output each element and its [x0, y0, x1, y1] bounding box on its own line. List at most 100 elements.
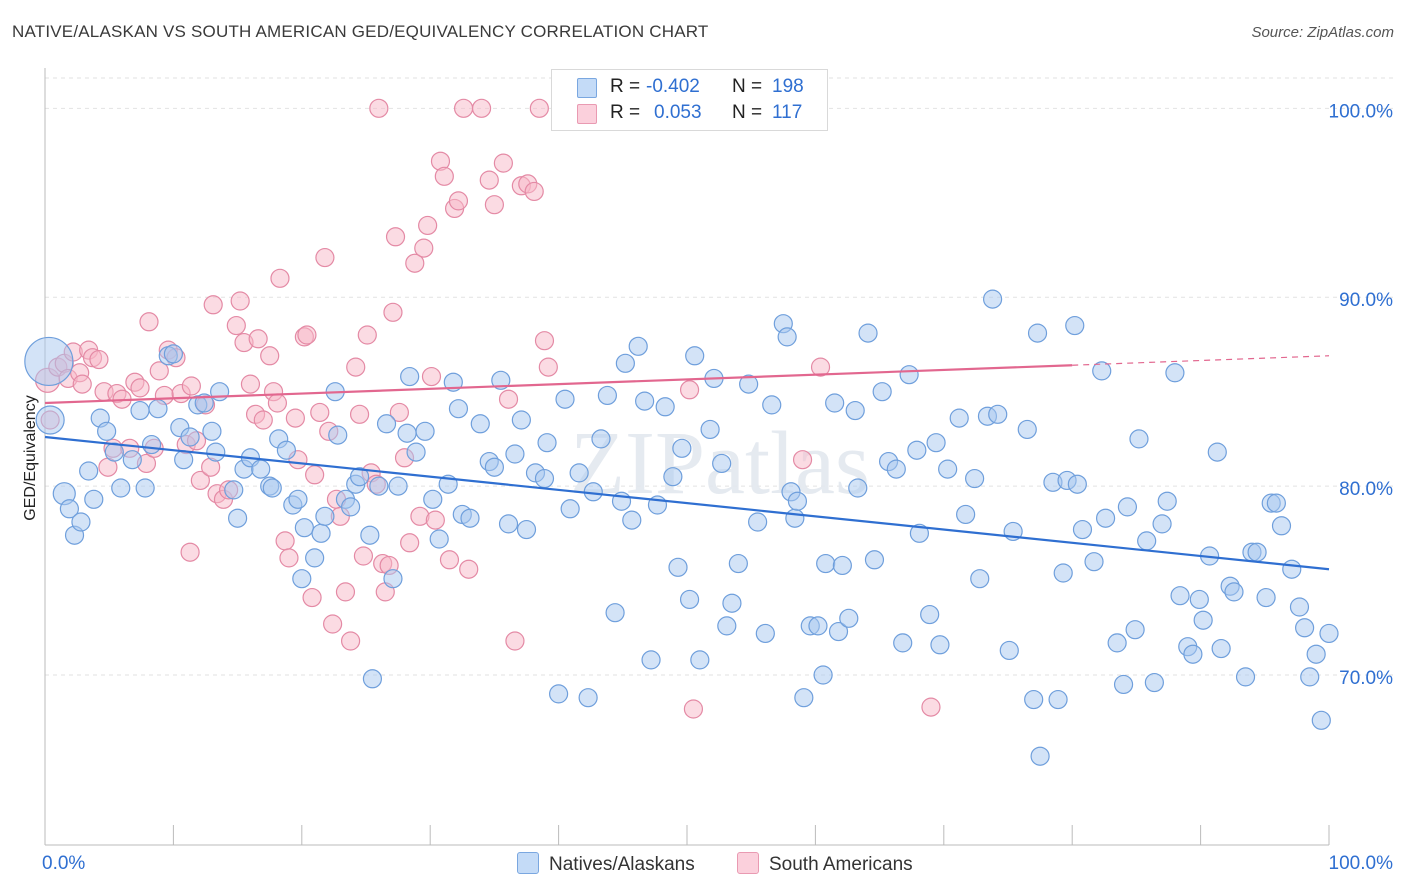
south-americans-point: [240, 374, 261, 394]
natives-alaskans-point: [635, 391, 655, 411]
natives-alaskans-point: [813, 665, 833, 685]
natives-alaskans-point: [1207, 442, 1227, 462]
natives-alaskans-point: [491, 370, 511, 390]
natives-alaskans-point: [605, 603, 625, 623]
natives-alaskans-point: [340, 497, 361, 517]
natives-alaskans-point: [224, 480, 244, 500]
natives-alaskans-point: [1157, 491, 1177, 511]
south-americans-point: [149, 361, 169, 381]
legend-label-natives: Natives/Alaskans: [549, 854, 695, 875]
natives-alaskans-point: [1224, 582, 1244, 602]
natives-alaskans-point: [628, 336, 648, 356]
natives-alaskans-point: [79, 461, 99, 481]
natives-alaskans-point: [555, 389, 575, 409]
south-americans-point: [538, 357, 558, 377]
natives-alaskans-point: [97, 421, 117, 441]
natives-alaskans-point: [1107, 633, 1127, 653]
natives-alaskans-point: [1170, 586, 1190, 606]
natives-alaskans-point: [748, 512, 768, 532]
south-americans-point: [130, 378, 150, 398]
natives-alaskans-point: [832, 555, 852, 576]
natives-alaskans-point: [84, 489, 104, 509]
south-americans-point: [302, 587, 322, 608]
natives-alaskans-point: [787, 491, 808, 511]
natives-alaskans-point: [305, 548, 325, 568]
natives-alaskans-point: [148, 399, 168, 419]
south-americans-point: [453, 98, 474, 118]
south-americans-point: [810, 357, 831, 377]
natives-alaskans-point: [498, 514, 519, 534]
natives-alaskans-point: [349, 467, 370, 487]
natives-alaskans-point: [938, 459, 958, 479]
natives-alaskans-point: [210, 382, 230, 402]
natives-alaskans-point: [206, 442, 226, 462]
south-americans-point: [448, 191, 469, 211]
south-americans-point: [921, 697, 941, 717]
natives-alaskans-point: [1311, 710, 1331, 730]
natives-alaskans-point: [663, 467, 683, 487]
legend-r-label: R =: [610, 102, 641, 123]
natives-alaskans-point: [828, 621, 849, 642]
natives-alaskans-point: [548, 684, 569, 704]
natives-alaskans-point: [1193, 610, 1213, 630]
stats-legend: R = -0.402 N = 198 R = 0.053 N = 117: [551, 69, 828, 131]
natives-alaskans-point: [845, 400, 865, 421]
natives-alaskans-point: [1095, 508, 1116, 528]
natives-alaskans-point: [397, 423, 417, 443]
legend-n-value: 198: [772, 76, 804, 97]
legend-r-value: -0.402: [646, 76, 700, 97]
natives-alaskans-point: [672, 438, 692, 458]
natives-alaskans-point: [641, 650, 661, 670]
natives-alaskans-point: [1125, 620, 1145, 640]
natives-alaskans-point: [429, 529, 449, 549]
south-americans-point: [357, 325, 377, 345]
natives-alaskans-point: [1300, 667, 1320, 687]
natives-alaskans-point: [808, 616, 828, 636]
natives-alaskans-point: [739, 374, 759, 394]
south-americans-point: [425, 510, 445, 530]
south-americans-point: [471, 98, 492, 118]
natives-alaskans-point: [1030, 746, 1050, 766]
natives-alaskans-point: [1295, 618, 1315, 638]
south-americans-point: [253, 410, 273, 430]
natives-alaskans-point: [122, 450, 142, 470]
natives-alaskans-point: [1053, 563, 1073, 583]
natives-alaskans-point: [1282, 559, 1302, 579]
natives-alaskans-point: [965, 468, 985, 489]
natives-alaskans-point: [1065, 315, 1085, 336]
natives-alaskans-point: [415, 421, 435, 441]
legend-swatch-natives: [577, 78, 597, 98]
natives-alaskans-point: [24, 336, 74, 387]
natives-alaskans-point: [135, 478, 155, 498]
natives-alaskans-point: [534, 468, 555, 489]
south-americans-point: [89, 349, 109, 370]
natives-alaskans-point: [794, 688, 814, 708]
natives-alaskans-point: [1092, 361, 1112, 381]
south-americans-point: [524, 181, 544, 202]
y-tick-labels: 70.0% 80.0% 90.0% 100.0%: [1329, 101, 1394, 689]
south-americans-trend-line: [44, 364, 1073, 405]
south-americans-point: [389, 402, 409, 423]
natives-alaskans-point: [406, 442, 426, 462]
south-americans-point: [418, 215, 438, 236]
natives-alaskans-point: [755, 623, 775, 644]
natives-alaskans-point: [816, 553, 836, 574]
south-americans-point: [270, 268, 290, 288]
south-americans-point: [310, 402, 330, 423]
natives-alaskans-point: [423, 489, 443, 509]
south-americans-point: [139, 312, 159, 332]
south-americans-point: [498, 389, 519, 409]
natives-alaskans-point: [1048, 689, 1068, 710]
south-americans-point: [484, 195, 504, 215]
natives-alaskans-point: [194, 393, 214, 413]
natives-alaskans-point: [388, 476, 408, 496]
natives-alaskans-point: [1067, 474, 1087, 494]
natives-alaskans-point: [1113, 674, 1134, 695]
south-americans-point: [683, 699, 704, 719]
natives-alaskans-point: [1072, 519, 1093, 540]
natives-alaskans-point: [825, 393, 845, 413]
natives-alaskans-point: [369, 476, 389, 496]
natives-alaskans-point: [956, 504, 976, 525]
natives-alaskans-point: [362, 669, 383, 689]
